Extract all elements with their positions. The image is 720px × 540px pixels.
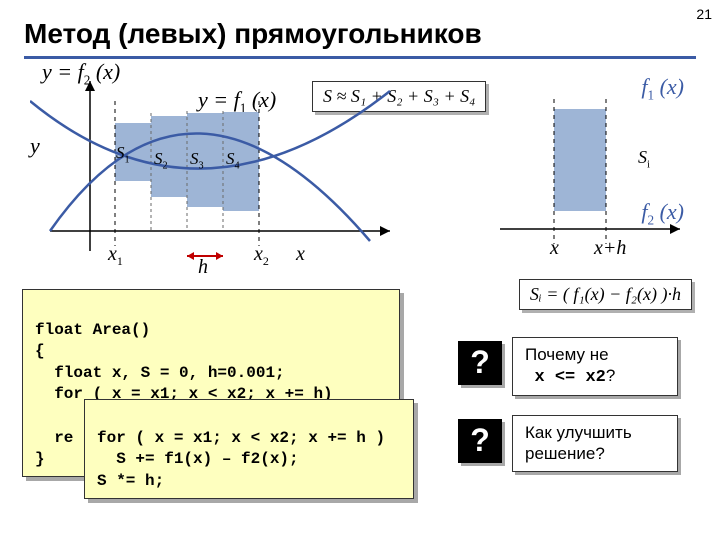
slide-number: 21 bbox=[696, 6, 712, 22]
bar-label-s2: S2 bbox=[154, 149, 168, 171]
right-svg bbox=[490, 69, 690, 279]
right-diagram: f1 (x) Si f2 (x) x x+h bbox=[490, 69, 690, 269]
bar-label-s4: S4 bbox=[226, 149, 240, 171]
formula-si: Sᵢ = ( f₁(x) − f₂(x) )·h bbox=[519, 279, 692, 310]
label-x1: x1 bbox=[108, 243, 123, 269]
callout-1: Почему не x <= x2? bbox=[512, 337, 678, 396]
label-x-axis: x bbox=[296, 243, 305, 266]
label-f2x: f2 (x) bbox=[641, 199, 684, 228]
label-x-right: x bbox=[550, 237, 559, 260]
bar-label-s1: S1 bbox=[116, 143, 130, 165]
bar-label-s3: S3 bbox=[190, 149, 204, 171]
diagram-svg bbox=[30, 71, 410, 281]
label-si: Si bbox=[638, 147, 650, 171]
callout-2: Как улучшитьрешение? bbox=[512, 415, 678, 472]
page-title: Метод (левых) прямоугольников bbox=[0, 0, 720, 54]
axis-y-label: y bbox=[30, 133, 40, 159]
code-overlay: for ( x = x1; x < x2; x += h ) S += f1(x… bbox=[84, 399, 414, 499]
label-xh: x+h bbox=[594, 237, 626, 260]
left-diagram: y S1 S2 S3 S4 x1 h x2 x bbox=[30, 71, 410, 271]
label-x2: x2 bbox=[254, 243, 269, 269]
content-area: y = f2 (x) y = f1 (x) S ≈ S₁ + S₂ + S₃ +… bbox=[0, 59, 720, 519]
qmark-2: ? bbox=[458, 419, 502, 463]
qmark-1: ? bbox=[458, 341, 502, 385]
label-h: h bbox=[198, 256, 208, 279]
